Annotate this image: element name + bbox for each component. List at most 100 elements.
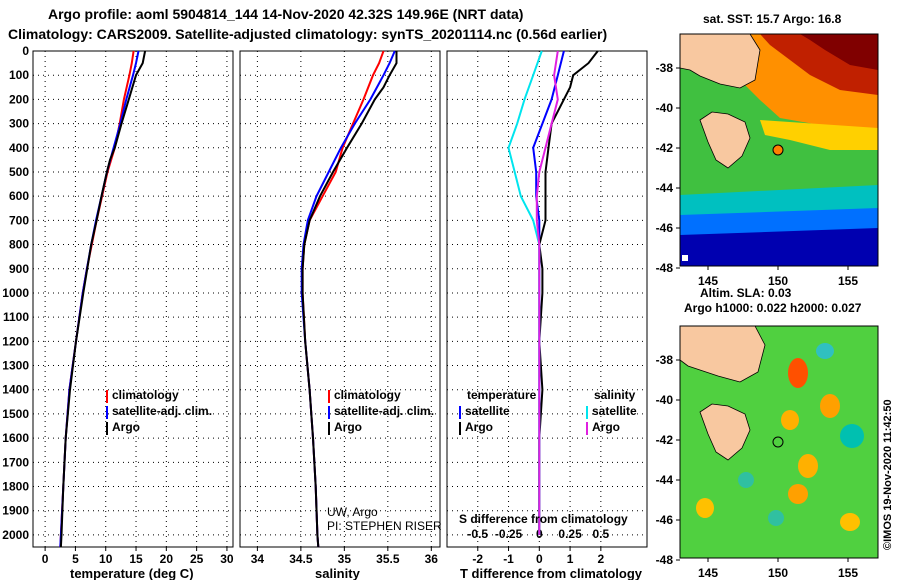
legend-s-argo-swatch xyxy=(586,422,588,435)
sla-map-subtitle: Argo h1000: 0.022 h2000: 0.027 xyxy=(684,301,862,315)
x-tick-label: 35 xyxy=(338,552,352,566)
x-tick-label: 34 xyxy=(251,552,265,566)
depth-tick-label: 200 xyxy=(9,92,29,106)
t-difference-xlabel: T difference from climatology xyxy=(460,566,643,580)
sst-deep-blue xyxy=(680,228,878,266)
depth-tick-label: 1700 xyxy=(2,455,29,469)
map-x-tick-label: 145 xyxy=(698,274,718,288)
map-x-tick-label: 155 xyxy=(838,274,858,288)
x-tick-label: 5 xyxy=(72,552,79,566)
legend-salinity-heading: salinity xyxy=(594,388,636,402)
legend-satellite-swatch xyxy=(328,406,330,419)
depth-axis: 0 100 200 300 400 500 600 700 800 900 1000 1100 1200… xyxy=(2,44,29,542)
legend-argo-swatch xyxy=(106,422,108,435)
legend-climatology-swatch xyxy=(106,390,108,403)
legend-climatology: climatology xyxy=(334,388,401,402)
series-line-salinity-satellite xyxy=(507,50,543,535)
x-tick-label: 20 xyxy=(160,552,174,566)
map-axes: -38 -40 -42 -44 -46 -48 145 150 155 -38 -40 -42 -44 -… xyxy=(656,61,859,580)
legend-satellite-swatch xyxy=(106,406,108,419)
map-x-tick-label: 145 xyxy=(698,566,718,580)
sst-map xyxy=(680,34,878,266)
x-tick-label: 36 xyxy=(425,552,439,566)
s-difference-xlabel: S difference from climatology xyxy=(459,512,628,526)
x-tick-label: -2 xyxy=(472,552,483,566)
difference-panel-frame xyxy=(446,50,648,548)
sla-eddy xyxy=(768,510,784,526)
x-tick-label: 0 xyxy=(42,552,49,566)
salinity-legend: climatology satellite-adj. clim. Argo xyxy=(328,388,434,435)
depth-tick-label: 1600 xyxy=(2,431,29,445)
legend-t-satellite-swatch xyxy=(459,406,461,419)
difference-legend: satellite temperature salinity satellite… xyxy=(459,388,637,435)
depth-tick-label: 1200 xyxy=(2,334,29,348)
temperature-xlabel: temperature (deg C) xyxy=(70,566,194,580)
map-x-tick-label: 155 xyxy=(838,566,858,580)
legend-s-satellite: satellite xyxy=(592,404,637,418)
legend-t-satellite: satellite xyxy=(465,404,510,418)
legend-s-argo: Argo xyxy=(592,420,620,434)
x-tick-label: 35.5 xyxy=(376,552,400,566)
series-line-salinity-argo xyxy=(535,50,559,535)
depth-tick-label: 500 xyxy=(9,165,29,179)
header-line2: Climatology: CARS2009. Satellite-adjuste… xyxy=(8,26,607,42)
map-y-tick-label: -46 xyxy=(656,221,674,235)
map-y-tick-label: -38 xyxy=(656,61,674,75)
map-y-tick-label: -46 xyxy=(656,513,674,527)
x-tick-label: 1 xyxy=(567,552,574,566)
sla-eddy xyxy=(788,358,808,388)
depth-tick-label: 1800 xyxy=(2,480,29,494)
depth-tick-label: 700 xyxy=(9,213,29,227)
sla-eddy xyxy=(840,513,860,531)
legend-s-satellite-swatch xyxy=(586,406,588,419)
series-line-climatology xyxy=(59,50,135,548)
imos-credit: ©IMOS 19-Nov-2020 11:42:50 xyxy=(882,399,894,550)
australia-mainland xyxy=(680,326,766,383)
sla-eddy xyxy=(788,484,808,504)
map-y-tick-label: -42 xyxy=(656,433,674,447)
x-tick-label: 30 xyxy=(220,552,234,566)
sst-yellow-band xyxy=(760,120,878,150)
depth-tick-label: 600 xyxy=(9,189,29,203)
depth-tick-label: 900 xyxy=(9,262,29,276)
sla-eddy xyxy=(738,472,754,488)
x-tick-label: 15 xyxy=(129,552,143,566)
x-tick-label: 0 xyxy=(536,552,543,566)
sla-eddy xyxy=(816,343,834,359)
legend-temperature-heading: temperature xyxy=(467,388,537,402)
series-line-satellite-adj-clim- xyxy=(59,50,140,548)
sst-hottest-region xyxy=(800,34,878,70)
sst-argo-marker xyxy=(772,144,784,156)
legend-climatology: climatology xyxy=(112,388,179,402)
x-axes: 0 5 10 15 20 25 30 34 34.5 35 35.5 36 -2 -1 0 1 2 -0.5 -0.… xyxy=(42,527,610,566)
depth-tick-label: 2000 xyxy=(2,528,29,542)
s-diff-tick-label: -0.25 xyxy=(495,527,523,541)
legend-argo: Argo xyxy=(334,420,362,434)
sla-eddy xyxy=(798,454,818,478)
map-y-tick-label: -40 xyxy=(656,393,674,407)
sla-eddy xyxy=(696,498,714,518)
x-tick-label: 25 xyxy=(190,552,204,566)
depth-tick-label: 1900 xyxy=(2,504,29,518)
series-line-argo xyxy=(59,50,147,548)
header-line1: Argo profile: aoml 5904814_144 14-Nov-20… xyxy=(48,6,523,22)
depth-tick-label: 100 xyxy=(9,68,29,82)
australia-mainland xyxy=(680,34,761,89)
salinity-panel-frame xyxy=(239,50,441,548)
depth-tick-label: 300 xyxy=(9,117,29,131)
depth-tick-label: 0 xyxy=(22,44,29,58)
tasmania xyxy=(699,403,751,461)
depth-tick-label: 800 xyxy=(9,238,29,252)
s-diff-tick-label: 0.5 xyxy=(593,527,610,541)
map-x-tick-label: 150 xyxy=(768,274,788,288)
map-y-tick-label: -44 xyxy=(656,181,674,195)
tasmania xyxy=(699,111,751,169)
sla-argo-marker xyxy=(772,436,784,448)
sla-map-frame xyxy=(679,325,879,559)
x-tick-label: -1 xyxy=(503,552,514,566)
depth-tick-label: 1300 xyxy=(2,359,29,373)
map-y-tick-label: -48 xyxy=(656,261,674,275)
sst-map-frame xyxy=(679,33,879,267)
depth-tick-label: 400 xyxy=(9,141,29,155)
